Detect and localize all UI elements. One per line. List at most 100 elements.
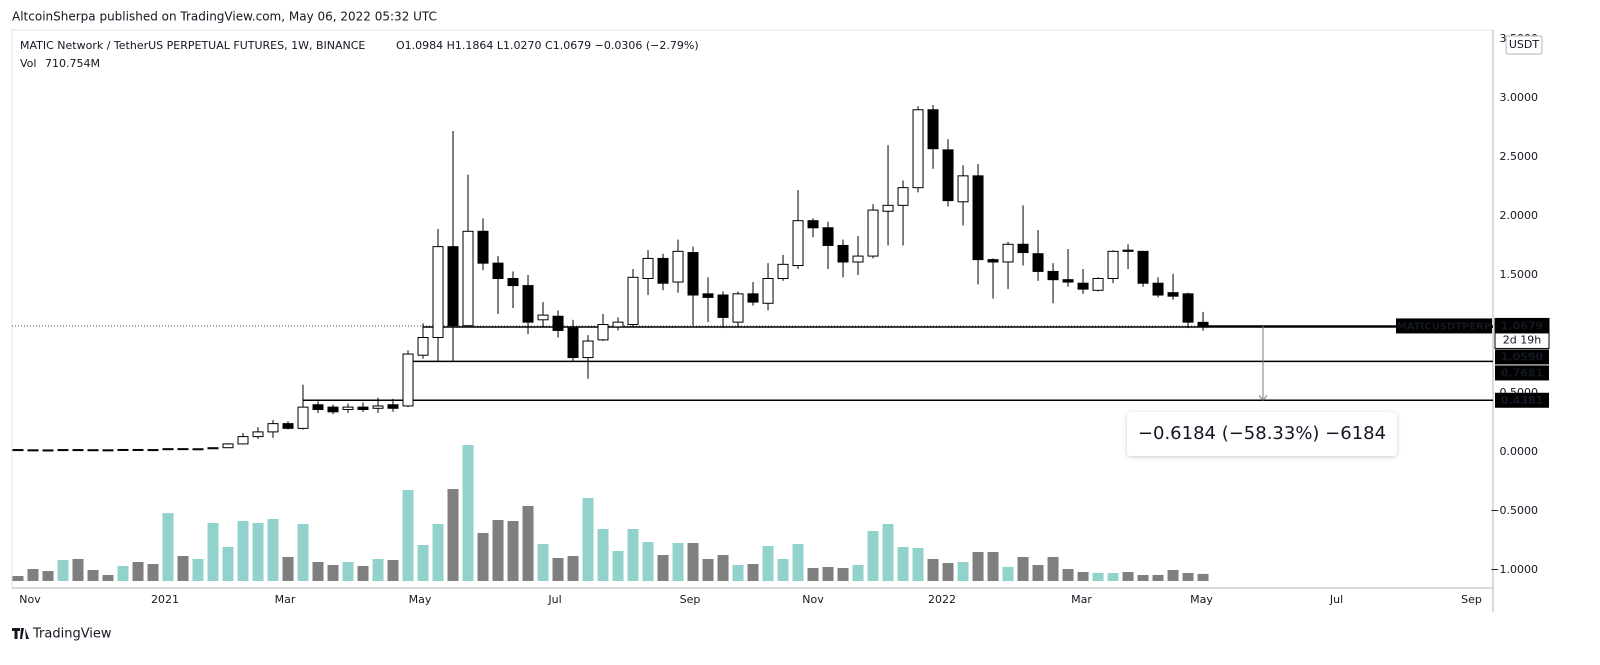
candle-body	[792, 220, 804, 267]
volume-bar	[297, 524, 309, 581]
candle-body	[942, 149, 954, 202]
candle-body	[132, 448, 144, 451]
volume-bar	[1047, 557, 1059, 581]
candle-body	[717, 294, 729, 318]
volume-bar	[387, 560, 399, 581]
candle-body	[297, 406, 309, 429]
volume-bar	[432, 524, 444, 581]
candle-body	[162, 448, 174, 451]
candle-body	[87, 449, 99, 452]
candle-body	[657, 257, 669, 284]
candle-body	[612, 321, 624, 328]
volume-bar	[402, 490, 414, 581]
volume-bar	[72, 559, 84, 581]
candle-body	[912, 109, 924, 189]
candle-body	[342, 406, 354, 410]
volume-bar	[522, 506, 534, 581]
candle-body	[957, 175, 969, 203]
volume-bar	[267, 519, 279, 581]
volume-bar	[1182, 573, 1194, 581]
x-tick-label: 2021	[151, 593, 179, 606]
candle-body	[1182, 293, 1194, 323]
candle-body	[762, 277, 774, 304]
volume-bar	[567, 556, 579, 581]
candle-body	[642, 257, 654, 279]
candle-body	[207, 447, 219, 450]
candle-body	[627, 276, 639, 326]
volume-bar	[177, 556, 189, 581]
y-tick-label: −0.5000	[1490, 504, 1538, 517]
candle-body	[222, 443, 234, 449]
candle-body	[252, 431, 264, 438]
volume-bar	[837, 568, 849, 581]
volume-bar	[162, 513, 174, 581]
x-tick-label: May	[409, 593, 432, 606]
ohlc-legend: O1.0984 H1.1864 L1.0270 C1.0679 −0.0306 …	[396, 39, 699, 52]
volume-bar	[1167, 570, 1179, 581]
level-tag-box	[1495, 392, 1549, 408]
candle-body	[267, 423, 279, 433]
price-tag-price: 1.0679	[1501, 319, 1543, 332]
level-tag: 0.7681	[1501, 366, 1543, 379]
x-tick-label: Nov	[19, 593, 41, 606]
level-tag: 0.4381	[1501, 394, 1543, 407]
x-tick-label: Jul	[1329, 593, 1343, 606]
candle-body	[1122, 249, 1134, 252]
volume-bar	[12, 576, 24, 581]
candle-body	[1047, 270, 1059, 281]
volume-bar	[687, 543, 699, 581]
candle-body	[522, 285, 534, 323]
candle-body	[1002, 243, 1014, 263]
volume-bar	[912, 548, 924, 581]
volume-bar	[252, 523, 264, 581]
volume-bar	[1152, 575, 1164, 581]
x-tick-label: Jul	[547, 593, 561, 606]
volume-bar	[852, 565, 864, 581]
y-unit: USDT	[1509, 38, 1540, 51]
volume-bar	[57, 560, 69, 581]
candle-body	[477, 230, 489, 264]
volume-bar	[777, 559, 789, 581]
volume-bar	[792, 544, 804, 581]
volume-bar	[807, 568, 819, 581]
volume-bar	[927, 559, 939, 581]
volume-bar	[312, 562, 324, 581]
volume-bar	[87, 570, 99, 581]
candle-body	[1092, 277, 1104, 291]
volume-bar	[207, 523, 219, 581]
candle-body	[1197, 321, 1209, 327]
x-tick-label: Mar	[1071, 593, 1092, 606]
volume-bar	[882, 524, 894, 581]
candle-body	[1017, 243, 1029, 254]
y-tick-label: 1.5000	[1500, 268, 1539, 281]
volume-legend: 710.754M	[45, 57, 100, 70]
volume-bar	[987, 552, 999, 581]
y-tick-label: −1.0000	[1490, 563, 1538, 576]
y-tick-label: 2.0000	[1500, 209, 1539, 222]
volume-bar	[342, 562, 354, 581]
candle-body	[27, 449, 39, 452]
x-tick-label: Sep	[680, 593, 701, 606]
volume-bar	[462, 445, 474, 581]
candle-body	[177, 448, 189, 451]
volume-bar	[717, 555, 729, 581]
candle-body	[492, 262, 504, 279]
volume-bar	[552, 558, 564, 581]
measure-box	[1127, 412, 1397, 456]
candle-body	[852, 255, 864, 263]
candle-body	[777, 263, 789, 279]
measure-arrowhead	[1258, 394, 1268, 402]
candle-body	[372, 405, 384, 409]
level-tag-box	[1495, 365, 1549, 381]
candle-body	[987, 259, 999, 263]
candle-body	[117, 448, 129, 451]
candle-body	[867, 209, 879, 257]
candle-body	[822, 227, 834, 246]
candle-body	[12, 449, 24, 452]
volume-bar	[972, 552, 984, 581]
candle-body	[567, 327, 579, 359]
plot-frame	[11, 29, 1494, 589]
volume-bar	[117, 566, 129, 581]
